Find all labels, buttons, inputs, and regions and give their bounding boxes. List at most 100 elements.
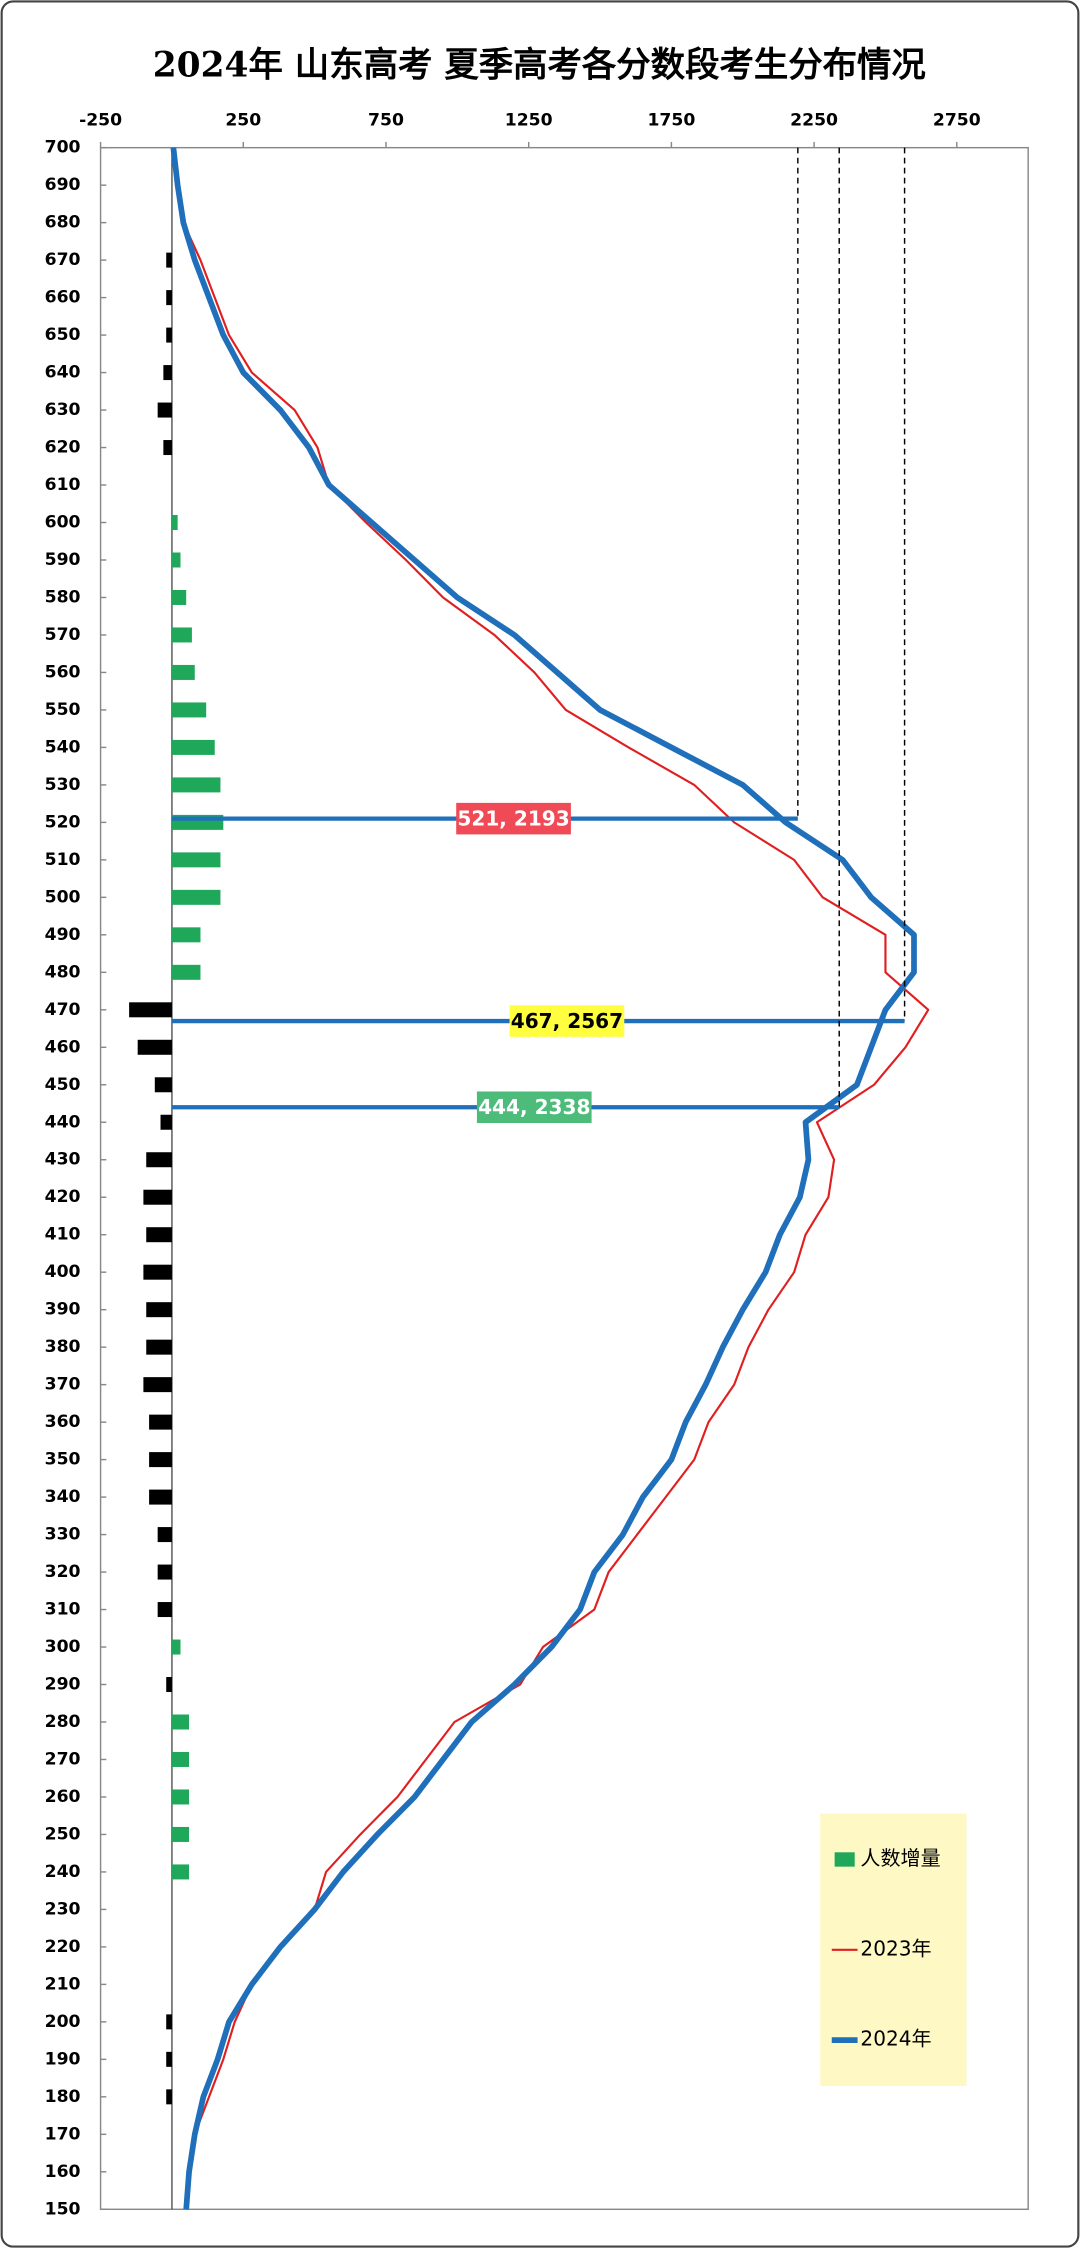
- y-tick-label: 300: [45, 1637, 81, 1657]
- y-tick-label: 470: [45, 1000, 81, 1020]
- chart-title: 2024年 山东高考 夏季高考各分数段考生分布情况: [153, 45, 926, 85]
- bar: [146, 1302, 172, 1318]
- y-tick-label: 370: [45, 1375, 81, 1395]
- y-tick-label: 410: [45, 1225, 81, 1245]
- y-tick-label: 690: [45, 175, 81, 195]
- annotation-label: 467, 2567: [511, 1009, 623, 1033]
- bar: [154, 1077, 172, 1093]
- bar: [166, 290, 172, 306]
- legend-label: 2024年: [860, 2027, 931, 2051]
- y-tick-label: 200: [45, 2012, 81, 2032]
- y-tick-label: 600: [45, 513, 81, 533]
- y-tick-label: 310: [45, 1600, 81, 1620]
- bar: [166, 2089, 172, 2105]
- line: [170, 147, 917, 2210]
- annotation-box: [476, 1091, 592, 1124]
- y-tick-label: 350: [45, 1450, 81, 1470]
- x-tick-label: 250: [225, 110, 261, 130]
- y-tick-label: 460: [45, 1037, 81, 1057]
- bar: [166, 327, 172, 343]
- bar: [146, 1227, 172, 1243]
- bar: [143, 1189, 172, 1205]
- bar: [171, 627, 192, 643]
- y-tick-label: 420: [45, 1187, 81, 1207]
- bar: [171, 1789, 190, 1805]
- bar: [146, 1152, 172, 1168]
- bar: [171, 852, 221, 868]
- y-tick-label: 230: [45, 1899, 81, 1919]
- y-tick-label: 450: [45, 1075, 81, 1095]
- bar: [171, 515, 178, 531]
- bar: [171, 1639, 181, 1655]
- y-tick-label: 610: [45, 475, 81, 495]
- annotation-box: [509, 1005, 625, 1037]
- bar: [171, 664, 195, 680]
- bar: [166, 2014, 172, 2030]
- y-tick-label: 540: [45, 737, 81, 757]
- y-tick-label: 280: [45, 1712, 81, 1732]
- x-tick-label: 1250: [505, 110, 553, 130]
- bar: [163, 365, 172, 381]
- bar: [157, 1602, 172, 1618]
- bar: [166, 252, 172, 268]
- bar: [149, 1452, 172, 1468]
- y-tick-label: 650: [45, 325, 81, 345]
- annotation-label: 521, 2193: [457, 807, 569, 831]
- bar: [157, 402, 172, 418]
- y-tick-label: 170: [45, 2124, 81, 2144]
- y-tick-label: 160: [45, 2162, 81, 2182]
- y-tick-label: 380: [45, 1337, 81, 1357]
- bar: [149, 1489, 172, 1505]
- bar: [143, 1377, 172, 1393]
- y-tick-label: 220: [45, 1937, 81, 1957]
- y-tick-label: 440: [45, 1112, 81, 1132]
- y-tick-label: 390: [45, 1300, 81, 1320]
- bar: [146, 1339, 172, 1355]
- bar: [171, 927, 201, 943]
- bar: [171, 739, 215, 755]
- legend-swatch: [834, 1852, 855, 1867]
- y-tick-label: 530: [45, 775, 81, 795]
- y-tick-label: 640: [45, 363, 81, 383]
- bar: [171, 552, 181, 568]
- y-tick-label: 150: [45, 2199, 81, 2219]
- annotation-box: [456, 802, 571, 835]
- bar: [171, 889, 221, 905]
- y-tick-label: 400: [45, 1262, 81, 1282]
- y-tick-label: 180: [45, 2087, 81, 2107]
- y-tick-label: 560: [45, 662, 81, 682]
- y-tick-label: 670: [45, 250, 81, 270]
- bar: [137, 1039, 172, 1055]
- y-tick-label: 680: [45, 213, 81, 233]
- y-tick-label: 190: [45, 2049, 81, 2069]
- bar: [166, 2051, 172, 2067]
- x-tick-label: 1750: [647, 110, 695, 130]
- bar: [171, 777, 221, 793]
- y-tick-label: 630: [45, 400, 81, 420]
- y-tick-label: 210: [45, 1974, 81, 1994]
- y-tick-label: 340: [45, 1487, 81, 1507]
- legend-label: 人数增量: [860, 1846, 940, 1870]
- bar: [171, 1864, 190, 1880]
- bar: [171, 964, 201, 980]
- y-tick-label: 550: [45, 700, 81, 720]
- bar: [171, 1751, 190, 1767]
- y-tick-label: 320: [45, 1562, 81, 1582]
- x-tick-label: 2250: [790, 110, 838, 130]
- annotation-label: 444, 2338: [478, 1095, 590, 1119]
- y-tick-label: 250: [45, 1824, 81, 1844]
- x-tick-label: 2750: [933, 110, 981, 130]
- y-tick-label: 290: [45, 1675, 81, 1695]
- x-tick-label: 750: [368, 110, 404, 130]
- bar: [129, 1002, 172, 1018]
- y-tick-label: 570: [45, 625, 81, 645]
- bar: [166, 1677, 172, 1693]
- y-tick-label: 430: [45, 1150, 81, 1170]
- bar: [163, 440, 172, 456]
- bar: [171, 1826, 190, 1842]
- y-tick-label: 260: [45, 1787, 81, 1807]
- y-tick-label: 510: [45, 850, 81, 870]
- y-tick-label: 240: [45, 1862, 81, 1882]
- y-tick-label: 500: [45, 887, 81, 907]
- y-tick-label: 580: [45, 587, 81, 607]
